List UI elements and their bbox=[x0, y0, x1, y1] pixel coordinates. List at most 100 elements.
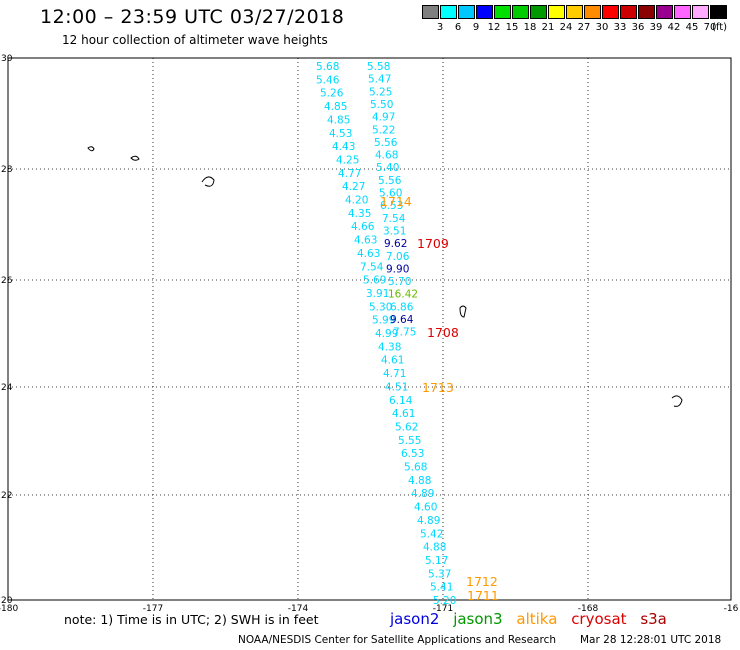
satellite-altika: altika bbox=[516, 610, 558, 628]
swh-value: 4.51 bbox=[385, 381, 408, 393]
legend-swatch bbox=[458, 5, 475, 19]
swh-value: 4.61 bbox=[381, 355, 404, 367]
pass-time-label: 1714 bbox=[380, 194, 412, 209]
satellite-legend: jason2 jason3 altika cryosat s3a bbox=[390, 610, 676, 628]
swh-value: 4.35 bbox=[348, 208, 371, 220]
swh-value: 4.88 bbox=[423, 542, 446, 554]
pass-time-label: 1712 bbox=[466, 574, 498, 589]
island-outline bbox=[130, 155, 140, 161]
legend-swatch bbox=[602, 5, 619, 19]
legend-swatch bbox=[422, 5, 439, 19]
swh-value: 5.62 bbox=[395, 421, 418, 433]
legend-swatch bbox=[548, 5, 565, 19]
note-text: note: 1) Time is in UTC; 2) SWH is in fe… bbox=[64, 612, 319, 627]
swh-value: 4.60 bbox=[414, 502, 437, 514]
x-tick-label: -177 bbox=[143, 604, 163, 614]
swh-value: 5.55 bbox=[398, 435, 421, 447]
legend-label: 39 bbox=[649, 22, 663, 33]
y-tick-label: 26 bbox=[1, 276, 13, 286]
legend-swatch bbox=[638, 5, 655, 19]
legend-swatch bbox=[656, 5, 673, 19]
legend-label: 12 bbox=[487, 22, 501, 33]
x-tick-label: -174 bbox=[288, 604, 309, 614]
legend-label: 21 bbox=[541, 22, 555, 33]
legend-label: 30 bbox=[595, 22, 609, 33]
wave-height-observations: 5.685.465.264.854.854.534.434.254.774.27… bbox=[316, 61, 499, 607]
swh-value: 5.69 bbox=[363, 275, 386, 287]
axis-tick-labels: -180 -177 -174 -171 -168 -16 30 28 26 24 22 20 bbox=[0, 54, 739, 614]
map-title: 12:00 – 23:59 UTC 03/27/2018 bbox=[40, 6, 345, 28]
swh-value: 6.53 bbox=[380, 200, 403, 212]
swh-value: 5.42 bbox=[420, 528, 443, 540]
legend-label: 27 bbox=[577, 22, 591, 33]
swh-value: 5.60 bbox=[379, 188, 402, 200]
swh-value: 6.53 bbox=[401, 448, 424, 460]
footer-credit: NOAA/NESDIS Center for Satellite Applica… bbox=[238, 634, 556, 646]
swh-value: 4.89 bbox=[417, 515, 440, 527]
swh-value: 16.42 bbox=[388, 289, 418, 301]
swh-value: 4.20 bbox=[345, 195, 368, 207]
swh-value: 5.50 bbox=[370, 99, 393, 111]
island-outline bbox=[201, 176, 215, 187]
swh-value: 6.14 bbox=[389, 395, 413, 407]
swh-value: 7.06 bbox=[386, 251, 410, 263]
swh-value: 4.97 bbox=[372, 112, 395, 124]
island-outline bbox=[671, 395, 683, 407]
swh-value: 5.56 bbox=[378, 175, 402, 187]
map-frame bbox=[7, 57, 732, 601]
pass-time-label: 1711 bbox=[467, 588, 499, 603]
x-tick-label: -16 bbox=[724, 604, 739, 614]
swh-value: 4.71 bbox=[383, 368, 406, 380]
pass-time-label: 1709 bbox=[417, 236, 449, 251]
island-outlines bbox=[87, 146, 683, 407]
legend-label: 45 bbox=[685, 22, 699, 33]
legend-label: 3 bbox=[436, 22, 444, 33]
swh-value: 7.54 bbox=[360, 261, 384, 273]
swh-value: 7.75 bbox=[393, 327, 416, 339]
swh-value: 4.89 bbox=[411, 488, 434, 500]
legend-label: 33 bbox=[613, 22, 627, 33]
swh-value: 4.88 bbox=[408, 475, 431, 487]
swh-value: 4.53 bbox=[329, 128, 352, 140]
satellite-jason3: jason3 bbox=[453, 610, 503, 628]
swh-value: 4.66 bbox=[351, 221, 375, 233]
satellite-s3a: s3a bbox=[640, 610, 667, 628]
color-scale-legend: 3 6 9 12 15 18 21 24 27 30 33 36 39 42 45 70 (ft) bbox=[422, 5, 728, 35]
y-tick-label: 24 bbox=[1, 383, 13, 393]
swh-value: 5.41 bbox=[430, 582, 453, 594]
swh-value: 5.26 bbox=[320, 88, 344, 100]
legend-label: 9 bbox=[472, 22, 480, 33]
legend-label: 6 bbox=[454, 22, 462, 33]
swh-value: 5.58 bbox=[367, 61, 390, 73]
swh-value: 4.85 bbox=[324, 101, 347, 113]
footer-timestamp: Mar 28 12:28:01 UTC 2018 bbox=[580, 634, 722, 646]
x-tick-label: -168 bbox=[578, 604, 599, 614]
map-subtitle: 12 hour collection of altimeter wave hei… bbox=[62, 33, 328, 47]
swh-value: 4.85 bbox=[327, 114, 350, 126]
swh-value: 3.91 bbox=[366, 288, 389, 300]
legend-label: 15 bbox=[505, 22, 519, 33]
legend-swatch bbox=[710, 5, 727, 19]
swh-value: 5.68 bbox=[316, 61, 339, 73]
swh-value: 5.17 bbox=[425, 555, 448, 567]
legend-swatch bbox=[620, 5, 637, 19]
legend-swatch bbox=[512, 5, 529, 19]
y-tick-label: 20 bbox=[1, 596, 13, 606]
swh-value: 9.90 bbox=[386, 263, 409, 275]
y-tick-label: 30 bbox=[1, 54, 13, 64]
legend-swatch bbox=[440, 5, 457, 19]
legend-swatch bbox=[494, 5, 511, 19]
swh-value: 4.63 bbox=[357, 248, 380, 260]
swh-value: 4.68 bbox=[375, 150, 398, 162]
legend-swatch bbox=[584, 5, 601, 19]
swh-value: 5.68 bbox=[404, 462, 427, 474]
swh-value: 5.37 bbox=[428, 568, 451, 580]
x-tick-label: -171 bbox=[433, 604, 453, 614]
legend-label: 70 bbox=[703, 22, 717, 33]
swh-value: 4.25 bbox=[336, 154, 359, 166]
legend-swatch bbox=[692, 5, 709, 19]
swh-value: 5.22 bbox=[372, 124, 395, 136]
x-tick-label: -180 bbox=[0, 604, 18, 614]
pass-time-label: 1708 bbox=[427, 325, 459, 340]
swh-value: 3.51 bbox=[383, 225, 406, 237]
